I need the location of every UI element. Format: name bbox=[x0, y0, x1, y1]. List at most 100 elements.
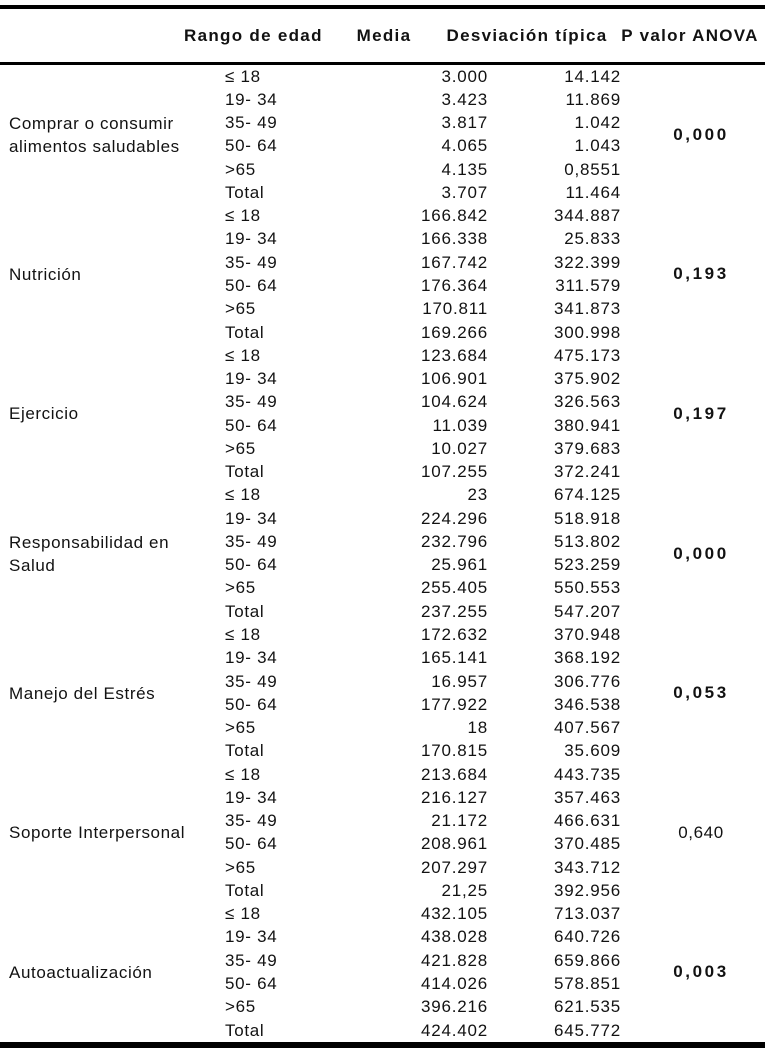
std-dev-cell: 25.833 bbox=[564, 229, 621, 249]
age-range-cell: 19- 34 bbox=[225, 229, 278, 249]
std-dev-cell: 380.941 bbox=[553, 415, 621, 435]
mean-cell: 3.000 bbox=[441, 66, 488, 86]
age-range-cell: 35- 49 bbox=[225, 811, 278, 831]
table-row: >65 18 407.567 bbox=[0, 716, 765, 739]
table-row: 19- 34 224.296 518.918 bbox=[0, 507, 765, 530]
std-dev-cell: 322.399 bbox=[553, 252, 621, 272]
table-row: Responsabilidad en Salud ≤ 18 23 674.125 0,0… bbox=[0, 484, 765, 574]
p-value-cell: 0,193 bbox=[673, 264, 729, 284]
std-dev-cell: 11.869 bbox=[565, 89, 621, 109]
p-value-cell: 0,053 bbox=[673, 683, 729, 703]
std-dev-cell: 357.463 bbox=[553, 787, 621, 807]
table-row: 50- 64 208.961 370.485 bbox=[0, 833, 765, 856]
std-dev-cell: 370.485 bbox=[553, 834, 621, 854]
table-row: Total 237.255 547.207 bbox=[0, 600, 765, 623]
mean-cell: 3.817 bbox=[441, 113, 488, 133]
table-row: Total 107.255 372.241 bbox=[0, 461, 765, 484]
mean-cell: 16.957 bbox=[431, 671, 488, 691]
std-dev-cell: 372.241 bbox=[553, 462, 621, 482]
table-row: Total 21,25 392.956 bbox=[0, 879, 765, 902]
mean-cell: 166.842 bbox=[420, 206, 488, 226]
category-cell: Responsabilidad en Salud bbox=[9, 532, 170, 575]
mean-cell: 213.684 bbox=[420, 764, 488, 784]
p-value-cell: 0,000 bbox=[673, 543, 729, 563]
p-value-cell: 0,640 bbox=[678, 822, 724, 842]
mean-cell: 421.828 bbox=[420, 950, 488, 970]
mean-cell: 104.624 bbox=[420, 392, 488, 412]
mean-cell: 106.901 bbox=[420, 369, 488, 389]
mean-cell: 396.216 bbox=[420, 997, 488, 1017]
age-range-cell: >65 bbox=[225, 997, 256, 1017]
table-row: 19- 34 438.028 640.726 bbox=[0, 926, 765, 949]
p-value-cell: 0,197 bbox=[673, 403, 729, 423]
mean-cell: 166.338 bbox=[420, 229, 488, 249]
age-range-cell: Total bbox=[225, 1020, 265, 1040]
age-range-cell: ≤ 18 bbox=[225, 625, 261, 644]
age-range-cell: 35- 49 bbox=[225, 671, 278, 691]
mean-cell: 21.172 bbox=[431, 811, 488, 831]
mean-cell: 232.796 bbox=[420, 531, 488, 551]
p-value-cell: 0,000 bbox=[673, 124, 729, 144]
age-range-cell: 50- 64 bbox=[225, 973, 278, 993]
mean-cell: 3.423 bbox=[441, 89, 488, 109]
table-row: 50- 64 176.364 311.579 bbox=[0, 274, 765, 297]
table-row: 35- 49 421.828 659.866 bbox=[0, 949, 765, 972]
age-range-cell: Total bbox=[225, 462, 265, 482]
std-dev-cell: 518.918 bbox=[553, 508, 621, 528]
std-dev-cell: 11.464 bbox=[565, 182, 621, 202]
std-dev-cell: 35.609 bbox=[564, 741, 621, 761]
age-range-cell: >65 bbox=[225, 718, 256, 738]
category-cell: Manejo del Estrés bbox=[9, 683, 156, 703]
table-row: >65 207.297 343.712 bbox=[0, 856, 765, 879]
age-range-cell: >65 bbox=[225, 299, 256, 319]
table-row: 50- 64 4.065 1.043 bbox=[0, 135, 765, 158]
p-value-cell: 0,003 bbox=[673, 962, 729, 982]
mean-cell: 170.815 bbox=[420, 741, 488, 761]
std-dev-cell: 466.631 bbox=[553, 811, 621, 831]
std-dev-cell: 300.998 bbox=[553, 322, 621, 342]
age-range-cell: 19- 34 bbox=[225, 89, 278, 109]
table-row: Comprar o consumir alimentos saludables ≤… bbox=[0, 65, 765, 156]
age-range-cell: 19- 34 bbox=[225, 648, 278, 668]
age-range-cell: Total bbox=[225, 322, 265, 342]
age-range-cell: 50- 64 bbox=[225, 136, 278, 156]
age-range-cell: >65 bbox=[225, 159, 256, 179]
table-body: Comprar o consumir alimentos saludables ≤… bbox=[0, 65, 765, 1042]
std-dev-cell: 443.735 bbox=[553, 764, 621, 784]
table-row: 50- 64 25.961 523.259 bbox=[0, 554, 765, 577]
table-row: 19- 34 166.338 25.833 bbox=[0, 228, 765, 251]
std-dev-cell: 306.776 bbox=[553, 671, 621, 691]
age-range-cell: 19- 34 bbox=[225, 927, 278, 947]
mean-cell: 207.297 bbox=[420, 857, 488, 877]
std-dev-cell: 0,8551 bbox=[564, 159, 621, 179]
mean-cell: 424.402 bbox=[420, 1020, 488, 1040]
table-row: >65 10.027 379.683 bbox=[0, 437, 765, 460]
category-cell: Ejercicio bbox=[9, 404, 79, 424]
std-dev-cell: 392.956 bbox=[553, 880, 621, 900]
table-row: 19- 34 216.127 357.463 bbox=[0, 786, 765, 809]
mean-cell: 414.026 bbox=[420, 973, 488, 993]
std-dev-cell: 375.902 bbox=[553, 369, 621, 389]
mean-cell: 3.707 bbox=[441, 182, 488, 202]
age-range-cell: ≤ 18 bbox=[225, 206, 261, 226]
mean-cell: 4.065 bbox=[441, 136, 488, 156]
std-dev-cell: 346.538 bbox=[553, 694, 621, 714]
mean-cell: 25.961 bbox=[431, 555, 488, 575]
age-range-cell: Total bbox=[225, 182, 265, 202]
mean-cell: 237.255 bbox=[420, 601, 488, 621]
std-dev-cell: 311.579 bbox=[555, 276, 621, 296]
table-row: 19- 34 3.423 11.869 bbox=[0, 88, 765, 111]
header-std-dev: Desviación típica bbox=[446, 25, 608, 45]
anova-table-page: Rango de edad Media Desviación típica P … bbox=[0, 5, 765, 1058]
age-range-cell: Total bbox=[225, 741, 265, 761]
mean-cell: 11.039 bbox=[432, 415, 488, 435]
category-cell: Soporte Interpersonal bbox=[9, 823, 186, 843]
std-dev-cell: 578.851 bbox=[553, 973, 621, 993]
table-row: Total 169.266 300.998 bbox=[0, 321, 765, 344]
mean-cell: 107.255 bbox=[420, 462, 488, 482]
table-row: 19- 34 165.141 368.192 bbox=[0, 647, 765, 670]
age-range-cell: >65 bbox=[225, 578, 256, 598]
table-row: Nutrición ≤ 18 166.842 344.887 0,193 bbox=[0, 205, 765, 284]
table-row: 35- 49 21.172 466.631 bbox=[0, 810, 765, 833]
std-dev-cell: 674.125 bbox=[553, 485, 621, 505]
